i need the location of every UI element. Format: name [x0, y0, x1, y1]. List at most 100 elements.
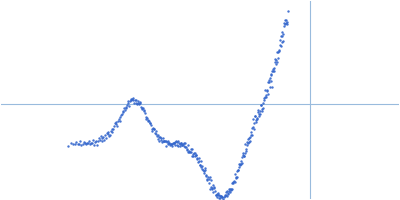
Point [172, 143, 178, 146]
Point [132, 98, 138, 101]
Point [209, 187, 216, 190]
Point [254, 117, 260, 120]
Point [264, 93, 271, 96]
Point [240, 154, 247, 157]
Point [116, 120, 123, 123]
Point [144, 117, 150, 120]
Point [283, 21, 290, 24]
Point [242, 152, 248, 155]
Point [146, 121, 153, 124]
Point [222, 191, 229, 194]
Point [281, 21, 288, 24]
Point [226, 189, 232, 193]
Point [184, 149, 190, 152]
Point [203, 173, 210, 177]
Point [284, 10, 291, 13]
Point [211, 185, 217, 189]
Point [268, 73, 274, 76]
Point [260, 96, 267, 99]
Point [247, 135, 254, 139]
Point [83, 142, 89, 146]
Point [162, 139, 169, 142]
Point [138, 107, 145, 110]
Point [261, 98, 267, 102]
Point [161, 140, 167, 143]
Point [263, 95, 269, 98]
Point [274, 60, 280, 63]
Point [74, 142, 81, 145]
Point [143, 117, 150, 120]
Point [163, 144, 170, 147]
Point [183, 148, 190, 151]
Point [270, 67, 276, 70]
Point [279, 35, 286, 38]
Point [196, 163, 203, 166]
Point [85, 141, 91, 144]
Point [79, 143, 86, 146]
Point [256, 115, 262, 118]
Point [117, 115, 124, 119]
Point [142, 111, 148, 114]
Point [265, 78, 272, 82]
Point [165, 142, 171, 146]
Point [255, 108, 262, 111]
Point [195, 157, 202, 160]
Point [155, 137, 161, 141]
Point [178, 141, 184, 145]
Point [68, 141, 74, 144]
Point [271, 66, 278, 69]
Point [276, 43, 283, 46]
Point [164, 140, 170, 143]
Point [96, 137, 102, 140]
Point [281, 24, 287, 28]
Point [236, 163, 243, 166]
Point [219, 195, 226, 198]
Point [166, 142, 172, 145]
Point [78, 143, 84, 147]
Point [251, 128, 257, 131]
Point [127, 100, 133, 103]
Point [225, 193, 232, 196]
Point [232, 181, 238, 184]
Point [272, 57, 278, 60]
Point [105, 131, 112, 134]
Point [182, 145, 188, 148]
Point [264, 89, 270, 93]
Point [211, 186, 218, 190]
Point [210, 183, 216, 186]
Point [238, 161, 245, 164]
Point [110, 128, 116, 131]
Point [279, 31, 285, 34]
Point [170, 142, 177, 145]
Point [174, 139, 181, 142]
Point [273, 63, 279, 66]
Point [134, 102, 140, 105]
Point [220, 196, 227, 199]
Point [173, 139, 179, 142]
Point [252, 114, 258, 118]
Point [143, 115, 149, 118]
Point [158, 137, 164, 140]
Point [232, 176, 239, 179]
Point [228, 187, 234, 190]
Point [161, 140, 168, 143]
Point [120, 109, 126, 112]
Point [265, 81, 271, 84]
Point [190, 154, 197, 158]
Point [176, 142, 182, 145]
Point [192, 152, 198, 155]
Point [236, 165, 242, 168]
Point [139, 107, 146, 110]
Point [256, 109, 263, 112]
Point [98, 140, 105, 143]
Point [246, 140, 252, 143]
Point [230, 180, 236, 183]
Point [136, 103, 142, 106]
Point [107, 134, 113, 137]
Point [119, 111, 126, 114]
Point [95, 139, 101, 143]
Point [222, 194, 228, 197]
Point [210, 191, 216, 194]
Point [154, 133, 161, 136]
Point [205, 181, 212, 185]
